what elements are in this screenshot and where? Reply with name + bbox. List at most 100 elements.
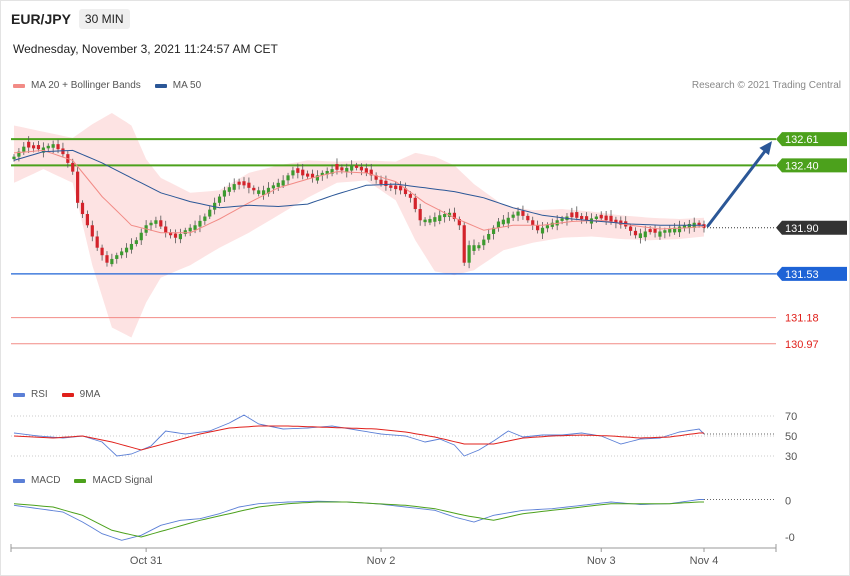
- candle-body: [27, 141, 31, 148]
- candle: [31, 142, 36, 153]
- legend-swatch: [61, 392, 74, 397]
- candle-body: [609, 215, 613, 222]
- candle-body: [511, 214, 515, 218]
- candle-body: [687, 224, 691, 229]
- bollinger-band-area: [14, 113, 704, 338]
- candle: [369, 163, 373, 181]
- candle: [472, 239, 476, 255]
- candle: [261, 185, 266, 200]
- level-label: 132.40: [785, 160, 819, 172]
- candle-body: [124, 247, 129, 253]
- candle-body: [134, 240, 138, 244]
- candle-body: [653, 228, 657, 233]
- macd-tick-label: 0: [785, 495, 791, 507]
- candle-body: [345, 167, 349, 172]
- projection-arrowhead: [759, 141, 772, 156]
- timeframe-badge[interactable]: 30 MIN: [78, 9, 130, 29]
- candle-body: [394, 185, 398, 190]
- candle-body: [159, 220, 163, 227]
- candle-body: [452, 212, 457, 220]
- candle-body: [164, 226, 168, 233]
- ma50-line: [13, 149, 704, 226]
- candle-body: [506, 217, 510, 224]
- candle-body: [438, 215, 442, 221]
- candle-body: [457, 219, 461, 226]
- candle: [61, 142, 65, 157]
- candle-body: [384, 180, 388, 186]
- candle-body: [682, 225, 687, 229]
- candle: [257, 186, 261, 197]
- legend-macd: MACD: [13, 475, 60, 486]
- candle-body: [536, 225, 540, 231]
- candle: [306, 170, 310, 180]
- candle: [85, 210, 90, 228]
- candle-body: [433, 217, 437, 222]
- candle-body: [340, 167, 344, 171]
- candle-body: [369, 169, 373, 176]
- candle-body: [540, 227, 545, 234]
- candle: [22, 142, 26, 155]
- level-label: 131.53: [785, 269, 819, 281]
- header: EUR/JPY 30 MIN: [11, 9, 130, 29]
- candle-body: [599, 214, 603, 219]
- candle: [80, 200, 85, 219]
- candle: [408, 191, 412, 203]
- level-label: 132.61: [785, 134, 819, 146]
- candle: [134, 237, 138, 247]
- level-tag: [776, 132, 847, 147]
- candle-body: [648, 229, 652, 233]
- candle: [619, 216, 623, 229]
- candle: [325, 167, 329, 179]
- candle-body: [477, 245, 481, 249]
- candle: [555, 215, 559, 231]
- candle-body: [276, 182, 280, 187]
- candle-body: [154, 220, 158, 224]
- candle-body: [496, 221, 501, 228]
- candle-body: [550, 222, 554, 227]
- candle-body: [129, 243, 134, 250]
- candle: [90, 220, 94, 242]
- candle-body: [702, 224, 706, 228]
- candle: [643, 225, 647, 242]
- candle: [159, 215, 163, 229]
- legend-ma50: MA 50: [154, 80, 201, 91]
- candle-body: [531, 220, 535, 226]
- candle: [271, 182, 275, 194]
- level-tag: [776, 266, 847, 281]
- candle: [462, 221, 466, 266]
- rsi-level-label: 70: [785, 411, 797, 423]
- candle: [129, 238, 134, 254]
- candle: [232, 178, 236, 193]
- candle: [501, 215, 505, 227]
- candle: [677, 220, 682, 237]
- candle-body: [472, 245, 476, 251]
- candle: [687, 219, 691, 234]
- candle-body: [208, 209, 212, 217]
- candle-body: [398, 185, 403, 191]
- candle: [452, 207, 457, 222]
- candle: [526, 213, 530, 223]
- candle: [227, 182, 231, 196]
- candle-body: [217, 196, 222, 203]
- candle-body: [487, 233, 491, 240]
- candle-body: [12, 156, 16, 160]
- candle-body: [36, 145, 41, 150]
- candle-body: [173, 233, 178, 238]
- candle-body: [570, 212, 574, 218]
- candle: [354, 162, 359, 171]
- candle: [599, 211, 603, 221]
- legend-rsi: RSI: [13, 389, 48, 400]
- candle: [115, 252, 119, 264]
- candle: [188, 224, 192, 237]
- candle-body: [76, 171, 80, 203]
- candle-body: [604, 215, 608, 221]
- candle-body: [306, 173, 310, 177]
- candle-body: [247, 182, 251, 188]
- candle-body: [237, 181, 241, 185]
- candle: [222, 186, 227, 203]
- timestamp: Wednesday, November 3, 2021 11:24:57 AM …: [13, 42, 278, 56]
- legend-label: RSI: [31, 389, 48, 400]
- candle-body: [428, 219, 432, 223]
- candle: [139, 228, 143, 245]
- candle: [154, 216, 158, 228]
